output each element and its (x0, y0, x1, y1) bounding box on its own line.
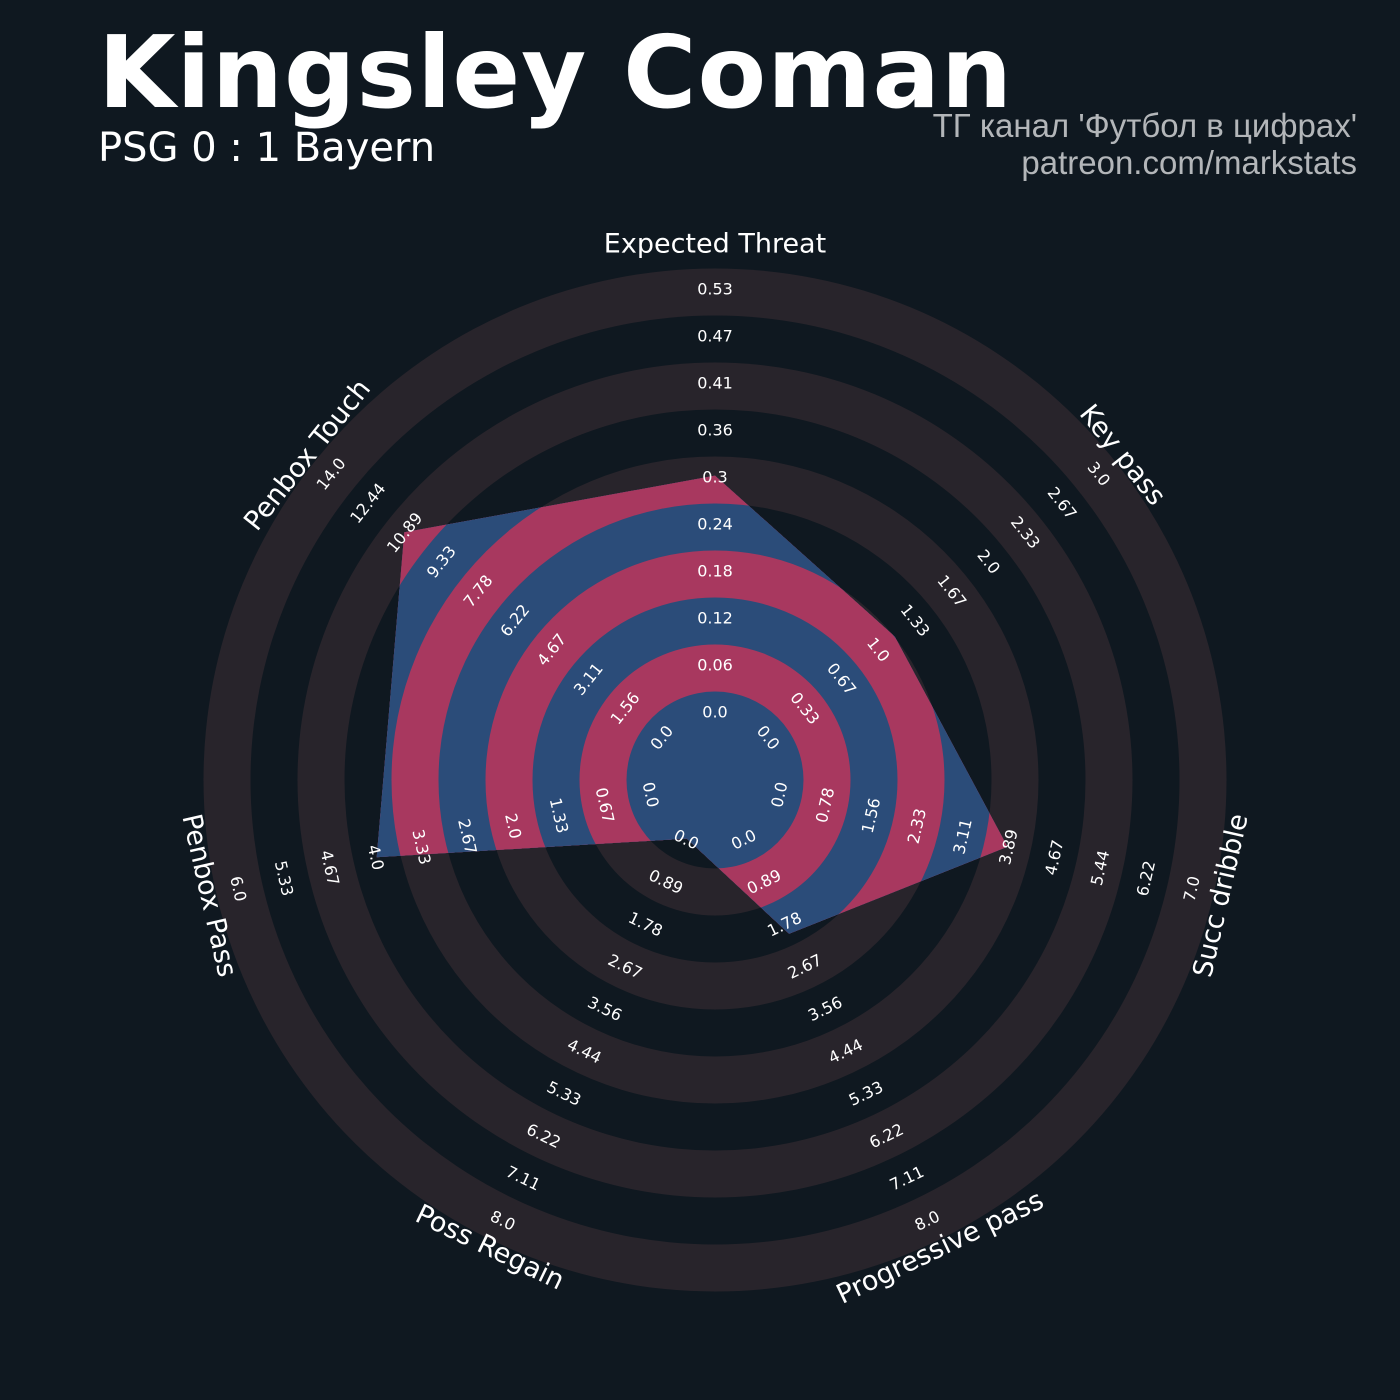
axis-tick-label: 0.0 (702, 703, 727, 722)
axis-tick-label: 0.41 (697, 374, 733, 393)
axis-name-label: Expected Threat (604, 229, 826, 260)
match-score-subtitle: PSG 0 : 1 Bayern (98, 125, 436, 171)
player-name-title: Kingsley Coman (98, 14, 1014, 131)
axis-tick-label: 0.12 (697, 609, 733, 628)
axis-tick-label: 0.18 (697, 562, 733, 581)
axis-tick-label: 0.06 (697, 656, 733, 675)
telegram-channel-credit: ТГ канал 'Футбол в цифрах' (932, 107, 1357, 144)
axis-tick-label: 0.24 (697, 515, 733, 534)
axis-tick-label: 0.3 (702, 468, 727, 487)
polygon-band (626, 691, 804, 869)
axis-tick-label: 0.47 (697, 327, 733, 346)
patreon-credit: patreon.com/markstats (1021, 144, 1357, 181)
axis-tick-label: 0.53 (697, 280, 733, 299)
axis-tick-label: 0.36 (697, 421, 733, 440)
